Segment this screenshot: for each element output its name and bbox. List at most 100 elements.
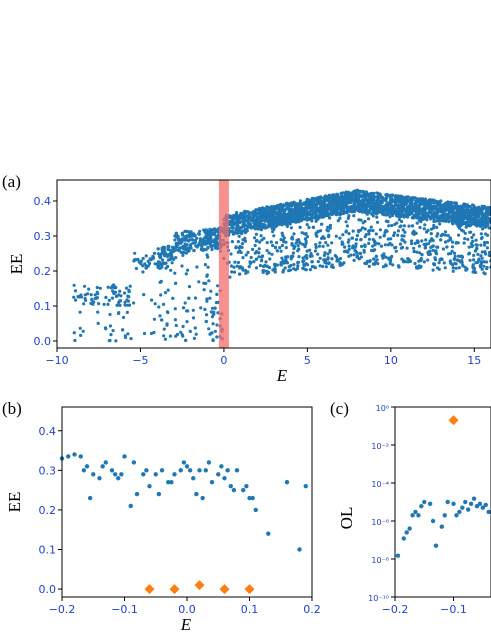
data-point — [371, 210, 375, 214]
data-point — [355, 234, 359, 238]
data-point — [371, 200, 375, 204]
data-point — [485, 246, 489, 250]
data-point — [72, 452, 77, 457]
data-point — [402, 259, 406, 263]
data-point — [210, 315, 214, 319]
data-point — [280, 223, 284, 227]
data-point — [486, 216, 490, 220]
data-point — [246, 250, 250, 254]
data-point — [272, 211, 276, 215]
data-point — [328, 226, 332, 230]
data-point — [304, 203, 308, 207]
data-point — [458, 214, 462, 218]
data-point — [172, 472, 177, 477]
data-point — [162, 302, 166, 306]
data-point — [260, 238, 264, 242]
data-point — [471, 496, 477, 501]
panel-c-ylabel: OL — [337, 507, 356, 530]
highlight-band — [218, 180, 229, 348]
data-point — [439, 238, 443, 242]
data-point — [390, 223, 394, 228]
data-point — [254, 239, 258, 243]
data-point — [300, 231, 304, 235]
data-point — [181, 306, 186, 310]
data-point — [257, 211, 261, 215]
data-point — [315, 202, 319, 206]
data-point — [459, 209, 463, 214]
data-point — [173, 238, 177, 242]
y-tick-label: 10⁻² — [371, 442, 389, 451]
data-point — [410, 216, 414, 220]
data-point — [454, 266, 458, 270]
data-point — [281, 234, 285, 238]
data-point — [147, 483, 152, 489]
data-point — [127, 295, 131, 299]
data-point — [487, 219, 491, 223]
data-point — [422, 260, 426, 264]
data-point — [270, 206, 274, 210]
data-point — [191, 238, 195, 242]
data-point — [463, 237, 467, 241]
data-point — [78, 454, 83, 459]
data-point — [423, 223, 427, 227]
data-point — [295, 266, 300, 271]
data-point — [451, 266, 455, 270]
data-point — [108, 338, 112, 343]
data-point — [423, 212, 428, 217]
data-point — [462, 211, 466, 215]
data-point — [384, 264, 388, 268]
data-point — [478, 207, 482, 211]
data-point — [367, 237, 371, 241]
data-point — [396, 194, 400, 198]
data-point — [480, 250, 484, 254]
data-point — [93, 293, 97, 297]
data-point — [72, 283, 76, 287]
data-point — [323, 196, 327, 200]
data-point — [212, 312, 216, 316]
data-point — [381, 265, 386, 269]
data-point — [432, 207, 436, 211]
data-point — [461, 229, 465, 233]
data-point — [148, 261, 152, 266]
data-point — [238, 216, 242, 221]
data-point — [124, 286, 129, 290]
data-point — [81, 468, 87, 473]
data-point — [98, 286, 102, 290]
data-point — [216, 284, 220, 288]
data-point — [353, 245, 357, 249]
data-point — [485, 267, 489, 271]
data-point — [324, 261, 328, 265]
data-point — [437, 261, 441, 265]
data-point — [486, 233, 490, 237]
data-point — [400, 245, 405, 249]
data-point — [116, 311, 121, 316]
data-point — [436, 209, 440, 213]
data-point — [259, 259, 264, 263]
data-point — [362, 200, 366, 204]
panel-c: (c) −0.2 −0.1 10⁰ 10⁻² 10⁻⁴ 10⁻⁶ 10⁻⁸ 10⁻¹⁰ OL — [330, 399, 491, 616]
data-point — [191, 316, 196, 320]
data-point — [450, 201, 454, 205]
data-point — [237, 246, 241, 250]
data-point — [363, 261, 367, 265]
data-point — [388, 211, 392, 215]
data-point — [429, 205, 433, 209]
data-point — [209, 480, 215, 485]
data-point — [482, 240, 487, 245]
data-point — [164, 266, 168, 270]
data-point — [422, 203, 426, 207]
data-point — [206, 255, 210, 259]
data-point — [254, 266, 259, 270]
data-point — [170, 261, 174, 265]
data-point — [362, 248, 366, 252]
data-point — [174, 323, 178, 328]
data-point — [468, 219, 472, 223]
data-point — [313, 266, 317, 270]
data-point — [430, 198, 434, 202]
data-point — [424, 238, 428, 242]
data-point — [81, 329, 85, 333]
data-point — [174, 281, 178, 285]
data-point — [397, 218, 401, 222]
data-point — [225, 468, 230, 473]
data-point — [214, 301, 218, 305]
